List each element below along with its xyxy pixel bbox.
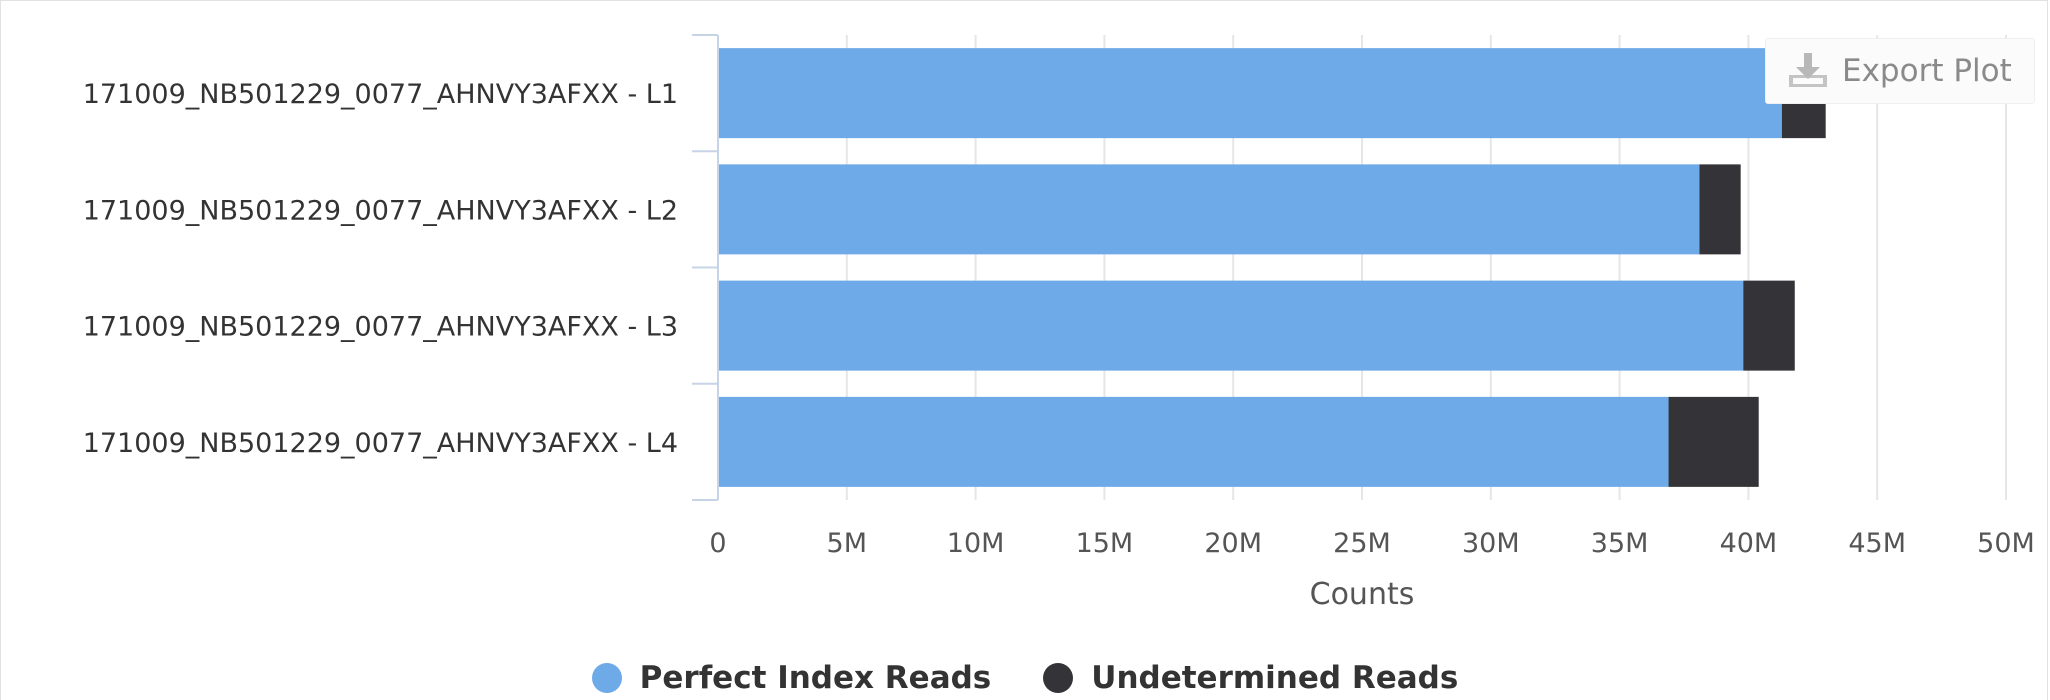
legend-label-undetermined-reads: Undetermined Reads (1091, 660, 1459, 696)
legend-dot-perfect-index-reads (591, 663, 622, 693)
legend-item-perfect-index-reads[interactable]: Perfect Index Reads (591, 660, 992, 696)
x-tick-label: 45M (1848, 528, 1906, 559)
bar-undetermined-reads (1668, 396, 1759, 487)
category-label: 171009_NB501229_0077_AHNVY3AFXX - L4 (83, 428, 678, 459)
x-axis-title: Counts (1310, 577, 1415, 612)
chart-legend: Perfect Index Reads Undetermined Reads (0, 658, 2050, 698)
bar-perfect-index-reads (718, 280, 1744, 371)
x-tick-label: 35M (1591, 528, 1649, 559)
category-label: 171009_NB501229_0077_AHNVY3AFXX - L1 (83, 79, 678, 110)
x-tick-label: 0 (709, 528, 726, 559)
bar-perfect-index-reads (718, 48, 1782, 139)
x-tick-label: 40M (1720, 528, 1778, 559)
x-tick-label: 5M (827, 528, 867, 559)
x-tick-label: 20M (1204, 528, 1262, 559)
x-tick-label: 30M (1462, 528, 1520, 559)
legend-dot-undetermined-reads (1043, 663, 1074, 693)
category-label: 171009_NB501229_0077_AHNVY3AFXX - L2 (83, 195, 678, 226)
category-label: 171009_NB501229_0077_AHNVY3AFXX - L3 (83, 312, 678, 343)
download-icon (1789, 53, 1827, 87)
bar-perfect-index-reads (718, 164, 1700, 255)
x-tick-label: 50M (1977, 528, 2035, 559)
export-plot-label: Export Plot (1842, 53, 2012, 89)
bar-undetermined-reads (1699, 164, 1741, 255)
x-tick-label: 25M (1333, 528, 1391, 559)
x-tick-label: 10M (947, 528, 1005, 559)
bar-chart: 171009_NB501229_0077_AHNVY3AFXX - L1 1710… (83, 34, 2035, 612)
bar-perfect-index-reads (718, 396, 1669, 487)
bar-undetermined-reads (1743, 280, 1795, 371)
legend-label-perfect-index-reads: Perfect Index Reads (639, 660, 992, 696)
x-tick-label: 15M (1076, 528, 1134, 559)
legend-item-undetermined-reads[interactable]: Undetermined Reads (1043, 660, 1458, 696)
export-plot-button[interactable]: Export Plot (1765, 38, 2035, 104)
